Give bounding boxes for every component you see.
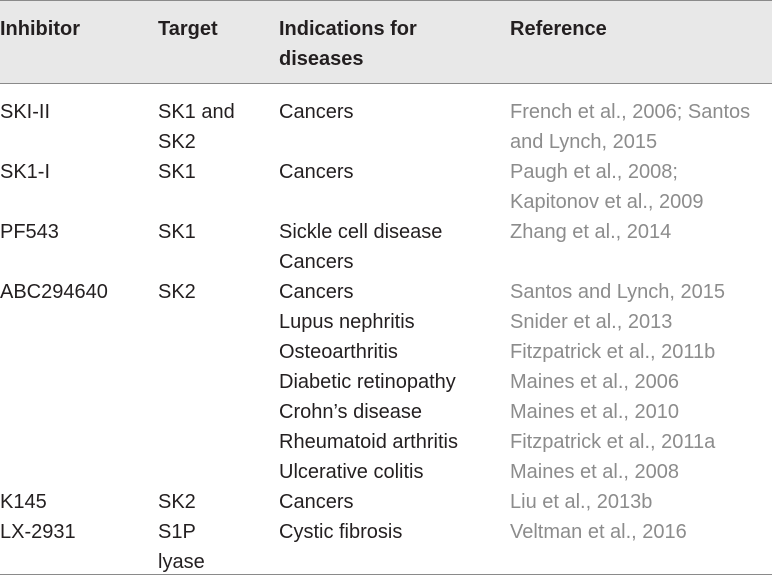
header-indications: Indications for diseases bbox=[279, 18, 417, 70]
cell-reference-line: Fitzpatrick et al., 2011a bbox=[510, 431, 716, 453]
cell-inhibitor: LX-2931 bbox=[0, 521, 76, 543]
cell-indication-line: Crohn’s disease bbox=[279, 401, 423, 423]
cell-indication: Cancers bbox=[279, 157, 353, 187]
cell-target: SK1 bbox=[158, 157, 196, 187]
cell-target-line: SK1 bbox=[158, 221, 196, 243]
cell-reference-line: Snider et al., 2013 bbox=[510, 311, 673, 333]
table-header-row bbox=[0, 0, 772, 83]
cell-reference-line: Maines et al., 2008 bbox=[510, 461, 679, 483]
header-reference: Reference bbox=[510, 18, 607, 40]
cell-reference-line: Paugh et al., 2008; bbox=[510, 161, 678, 183]
cell-indication-line: Sickle cell disease bbox=[279, 221, 443, 243]
cell-reference: Liu et al., 2013b bbox=[510, 487, 652, 517]
cell-target: SK2 bbox=[158, 277, 196, 307]
cell-indication-line: Cancers bbox=[279, 251, 354, 273]
cell-reference: French et al., 2006; Santos and Lynch, 20… bbox=[510, 97, 750, 157]
cell-inhibitor: K145 bbox=[0, 491, 47, 513]
cell-target: SK2 bbox=[158, 487, 196, 517]
cell-reference-line: Maines et al., 2006 bbox=[510, 371, 679, 393]
cell-target: SK1 bbox=[158, 217, 196, 247]
header-target: Target bbox=[158, 18, 218, 40]
cell-indication-line: Cystic fibrosis bbox=[279, 521, 403, 543]
cell-indication: Cancers bbox=[279, 97, 353, 127]
cell-reference: Veltman et al., 2016 bbox=[510, 517, 687, 547]
cell-indication-line: Ulcerative colitis bbox=[279, 461, 424, 483]
cell-reference: Paugh et al., 2008; Kapitonov et al., 200… bbox=[510, 157, 703, 217]
cell-target-line: lyase bbox=[158, 551, 205, 573]
cell-target-line: SK2 bbox=[158, 131, 196, 153]
cell-target: S1P lyase bbox=[158, 517, 205, 577]
cell-indication-line: Cancers bbox=[279, 101, 354, 123]
cell-indication: Cancers bbox=[279, 487, 353, 517]
cell-reference: Zhang et al., 2014 bbox=[510, 217, 671, 247]
cell-inhibitor: ABC294640 bbox=[0, 281, 108, 303]
cell-inhibitor: SKI-II bbox=[0, 101, 51, 123]
cell-indication-line: Cancers bbox=[279, 281, 354, 303]
cell-inhibitor: PF543 bbox=[0, 221, 59, 243]
cell-indication-line: Cancers bbox=[279, 161, 354, 183]
cell-reference-line: French et al., 2006; Santos bbox=[510, 101, 751, 123]
cell-target-line: S1P bbox=[158, 521, 196, 543]
cell-reference-line: Kapitonov et al., 2009 bbox=[510, 191, 704, 213]
cell-target-line: SK2 bbox=[158, 491, 196, 513]
cell-indication-line: Diabetic retinopathy bbox=[279, 371, 456, 393]
cell-target-line: SK2 bbox=[158, 281, 196, 303]
cell-indication: Cancers Lupus nephritis Osteoarthritis Diab… bbox=[279, 277, 458, 487]
cell-reference-line: Liu et al., 2013b bbox=[510, 491, 653, 513]
cell-indication-line: Rheumatoid arthritis bbox=[279, 431, 458, 453]
header-inhibitor: Inhibitor bbox=[0, 18, 80, 40]
cell-indication: Cystic fibrosis bbox=[279, 517, 402, 547]
cell-indication-line: Osteoarthritis bbox=[279, 341, 398, 363]
cell-inhibitor: SK1-I bbox=[0, 161, 51, 183]
cell-indication-line: Lupus nephritis bbox=[279, 311, 415, 333]
cell-indication-line: Cancers bbox=[279, 491, 354, 513]
cell-target-line: SK1 bbox=[158, 161, 196, 183]
cell-reference-line: and Lynch, 2015 bbox=[510, 131, 658, 153]
table-top-rule bbox=[0, 0, 772, 1]
cell-reference-line: Zhang et al., 2014 bbox=[510, 221, 672, 243]
cell-target-line: SK1 and bbox=[158, 101, 235, 123]
cell-target: SK1 and SK2 bbox=[158, 97, 235, 157]
cell-indication: Sickle cell disease Cancers bbox=[279, 217, 442, 277]
cell-reference-line: Fitzpatrick et al., 2011b bbox=[510, 341, 716, 363]
table-header-rule bbox=[0, 83, 772, 84]
cell-reference: Santos and Lynch, 2015 Snider et al., 201… bbox=[510, 277, 725, 487]
cell-reference-line: Veltman et al., 2016 bbox=[510, 521, 687, 543]
cell-reference-line: Santos and Lynch, 2015 bbox=[510, 281, 725, 303]
cell-reference-line: Maines et al., 2010 bbox=[510, 401, 679, 423]
